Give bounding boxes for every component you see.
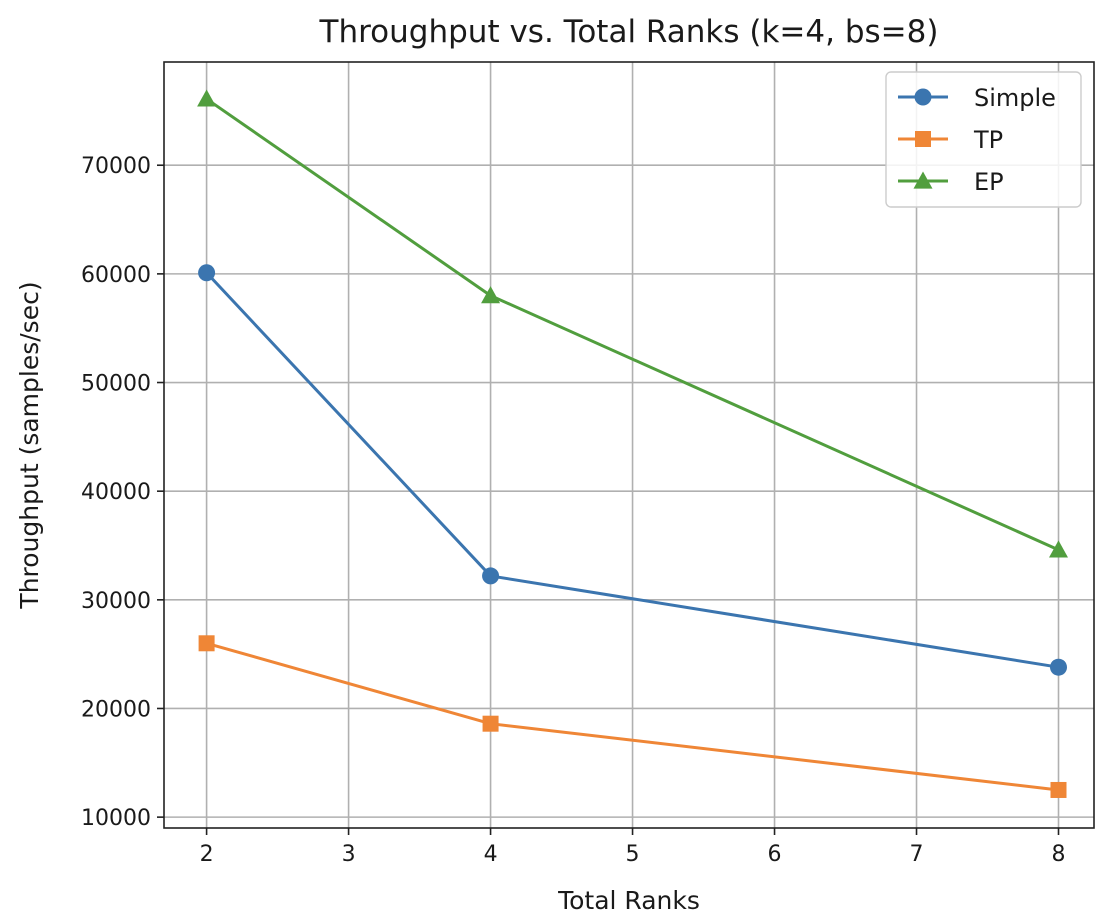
x-tick-label: 3 <box>342 842 356 867</box>
legend-marker <box>913 171 933 189</box>
grid-lines <box>164 62 1094 828</box>
plot-frame <box>163 61 1095 829</box>
legend-box <box>885 71 1082 208</box>
y-tick-label: 60000 <box>81 263 151 288</box>
data-point-tp <box>198 635 215 652</box>
data-point-ep <box>197 89 217 107</box>
data-point-simple <box>1050 658 1068 676</box>
y-axis: 10000 20000 30000 40000 50000 60000 70000 <box>81 154 164 831</box>
series-tp <box>198 635 1067 798</box>
x-tick-label: 8 <box>1052 842 1066 867</box>
x-tick-label: 4 <box>484 842 498 867</box>
legend-marker <box>915 131 931 147</box>
y-tick-label: 10000 <box>81 806 151 831</box>
legend-label: TP <box>973 126 1003 154</box>
series-simple <box>198 264 1068 676</box>
y-tick-label: 30000 <box>81 589 151 614</box>
legend-item-simple: Simple <box>898 84 1056 112</box>
x-tick-label: 7 <box>910 842 924 867</box>
y-tick-label: 20000 <box>81 697 151 722</box>
legend-item-ep: EP <box>898 168 1004 196</box>
legend: Simple TP EP <box>885 71 1082 208</box>
x-tick-label: 5 <box>626 842 640 867</box>
data-point-ep <box>1049 540 1069 558</box>
chart-title: Throughput vs. Total Ranks (k=4, bs=8) <box>319 14 939 50</box>
legend-label: EP <box>974 168 1004 196</box>
y-tick-label: 50000 <box>81 372 151 397</box>
data-point-tp <box>482 715 499 732</box>
legend-item-tp: TP <box>898 126 1003 154</box>
x-tick-label: 6 <box>768 842 782 867</box>
series-ep <box>197 89 1069 558</box>
legend-label: Simple <box>974 84 1056 112</box>
series-layer <box>197 89 1069 798</box>
x-axis: 2 3 4 5 6 7 8 <box>200 828 1066 867</box>
legend-marker <box>914 88 932 106</box>
y-tick-label: 70000 <box>81 154 151 179</box>
data-point-tp <box>1050 781 1067 798</box>
x-axis-label: Total Ranks <box>557 886 700 915</box>
data-point-simple <box>482 567 500 585</box>
y-tick-label: 40000 <box>81 480 151 505</box>
x-tick-label: 2 <box>200 842 214 867</box>
y-axis-label: Throughput (samples/sec) <box>15 281 44 609</box>
data-point-ep <box>481 286 501 304</box>
data-point-simple <box>198 264 216 282</box>
